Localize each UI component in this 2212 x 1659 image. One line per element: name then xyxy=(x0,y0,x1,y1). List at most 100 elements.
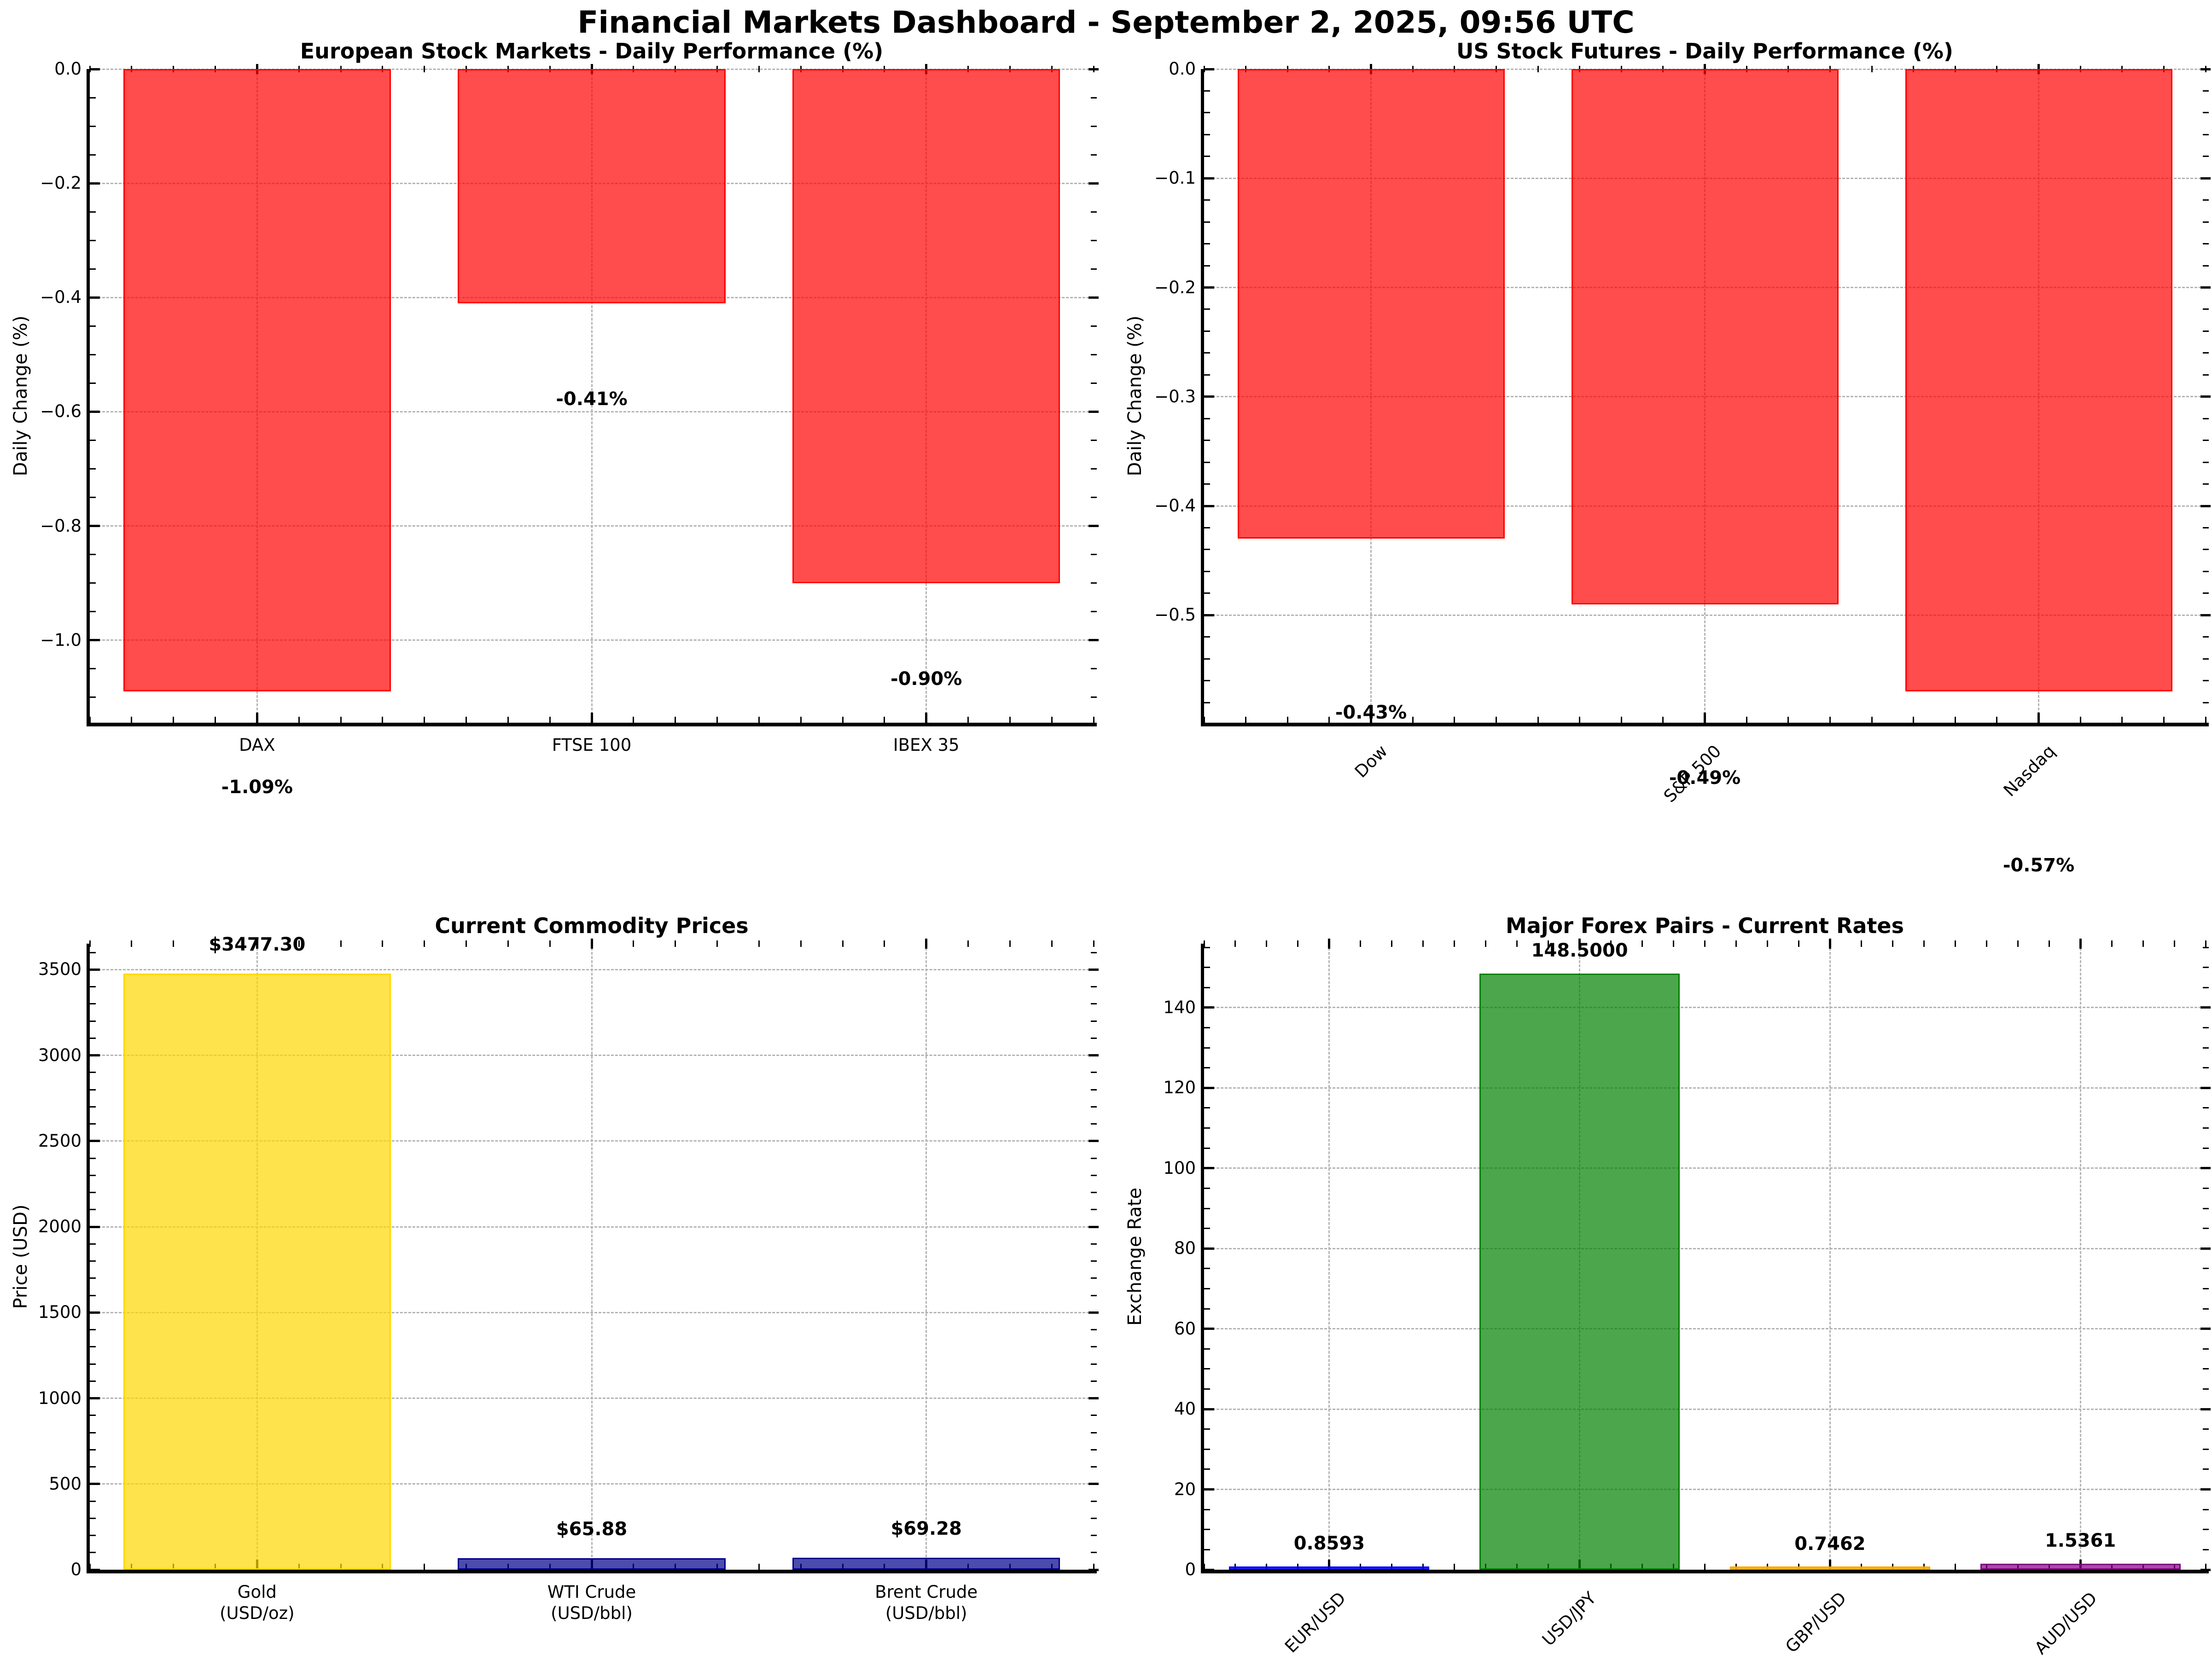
x-minor-tick-bottom xyxy=(131,717,133,723)
left-spine xyxy=(87,69,90,726)
x-major-tick-bottom xyxy=(925,713,928,723)
y-minor-tick-left xyxy=(1204,396,1210,398)
y-minor-tick-left xyxy=(90,1192,96,1194)
y-tick-label: 2500 xyxy=(38,1131,81,1151)
x-minor-tick-bottom xyxy=(1245,717,1247,723)
y-minor-tick-right xyxy=(2203,1388,2209,1390)
y-minor-tick-right xyxy=(1091,1003,1097,1005)
x-minor-tick-top xyxy=(842,940,844,947)
x-minor-tick-top xyxy=(2017,940,2019,947)
y-minor-tick-left xyxy=(90,668,96,670)
x-minor-tick-bottom xyxy=(842,717,844,723)
y-minor-tick-left xyxy=(1204,90,1210,92)
y-minor-tick-left xyxy=(90,239,96,241)
x-minor-tick-bottom xyxy=(298,717,300,723)
y-tick-label: 0.0 xyxy=(1169,59,1196,79)
y-minor-tick-right xyxy=(2203,1448,2209,1450)
y-minor-tick-left xyxy=(90,1311,96,1313)
x-tick-label: Dow xyxy=(1350,741,1391,782)
x-minor-tick-top xyxy=(215,940,216,947)
y-minor-tick-right xyxy=(1091,497,1097,499)
bar xyxy=(792,1558,1060,1570)
gridline-vertical xyxy=(591,69,593,723)
y-minor-tick-right xyxy=(1091,239,1097,241)
x-minor-tick-bottom xyxy=(1954,717,1956,723)
bar-value-label: -0.49% xyxy=(1669,767,1741,789)
y-minor-tick-right xyxy=(1091,411,1097,412)
bar-value-label: 1.5361 xyxy=(2044,1530,2116,1551)
y-minor-tick-right xyxy=(2203,549,2209,551)
x-minor-tick-bottom xyxy=(633,717,634,723)
y-minor-tick-right xyxy=(2203,967,2209,969)
y-minor-tick-right xyxy=(2203,1228,2209,1230)
x-tick-label: FTSE 100 xyxy=(552,735,632,755)
y-minor-tick-left xyxy=(1204,1328,1210,1330)
y-minor-tick-right xyxy=(1091,1449,1097,1450)
y-minor-tick-left xyxy=(1204,658,1210,660)
x-minor-tick-top xyxy=(549,940,551,947)
x-minor-tick-top xyxy=(1266,940,1268,947)
x-minor-tick-top xyxy=(1892,940,1893,947)
y-minor-tick-left xyxy=(90,1123,96,1125)
x-tick-label: EUR/USD xyxy=(1281,1588,1350,1657)
gridline-horizontal xyxy=(1204,1087,2206,1089)
y-minor-tick-left xyxy=(90,1415,96,1416)
y-minor-tick-left xyxy=(1204,702,1210,703)
y-minor-tick-right xyxy=(2203,1107,2209,1109)
y-minor-tick-right xyxy=(1091,1243,1097,1245)
y-minor-tick-right xyxy=(1091,1535,1097,1536)
y-minor-tick-right xyxy=(2203,505,2209,507)
x-minor-tick-bottom xyxy=(1412,717,1414,723)
y-minor-tick-left xyxy=(90,1329,96,1331)
x-major-tick-top xyxy=(1328,939,1331,949)
y-minor-tick-right xyxy=(1091,1432,1097,1433)
gridline-horizontal xyxy=(1204,1007,2206,1009)
y-minor-tick-right xyxy=(2203,1529,2209,1531)
y-minor-tick-left xyxy=(90,1552,96,1554)
bar-value-label: 148.5000 xyxy=(1531,940,1628,961)
y-minor-tick-left xyxy=(1204,156,1210,157)
bar-value-label: $69.28 xyxy=(891,1518,962,1540)
y-minor-tick-left xyxy=(90,1380,96,1382)
y-minor-tick-left xyxy=(90,125,96,127)
y-minor-tick-left xyxy=(90,1432,96,1433)
y-tick-label: 0 xyxy=(1185,1560,1196,1579)
y-minor-tick-right xyxy=(2203,483,2209,485)
y-minor-tick-left xyxy=(1204,133,1210,135)
y-minor-tick-left xyxy=(90,354,96,355)
y-tick-label: −0.5 xyxy=(1154,605,1196,625)
x-minor-tick-top xyxy=(466,940,467,947)
x-minor-tick-top xyxy=(1860,940,1862,947)
y-minor-tick-left xyxy=(1204,483,1210,485)
y-minor-tick-left xyxy=(1204,440,1210,441)
y-axis-label: Daily Change (%) xyxy=(10,315,31,476)
x-minor-tick-top xyxy=(1610,940,1612,947)
y-minor-tick-left xyxy=(90,951,96,953)
y-minor-tick-right xyxy=(2203,1268,2209,1270)
y-minor-tick-left xyxy=(90,68,96,70)
x-minor-tick-top xyxy=(1985,940,1987,947)
y-minor-tick-right xyxy=(1091,611,1097,613)
y-minor-tick-left xyxy=(1204,68,1210,70)
y-minor-tick-right xyxy=(1091,1209,1097,1211)
x-minor-tick-top xyxy=(1923,940,1925,947)
x-minor-tick-bottom xyxy=(675,717,676,723)
y-minor-tick-left xyxy=(90,969,96,970)
y-minor-tick-left xyxy=(90,1346,96,1348)
gridline-vertical xyxy=(591,944,593,1570)
bar xyxy=(1980,1563,2181,1570)
x-major-tick-bottom xyxy=(590,713,593,723)
x-minor-tick-top xyxy=(1516,940,1518,947)
y-minor-tick-left xyxy=(90,1226,96,1228)
y-minor-tick-left xyxy=(1204,1247,1210,1249)
y-minor-tick-right xyxy=(2203,177,2209,179)
x-minor-tick-top xyxy=(89,66,91,72)
y-minor-tick-right xyxy=(2203,1187,2209,1189)
x-minor-tick-top xyxy=(1009,940,1011,947)
y-tick-label: −0.8 xyxy=(40,516,81,536)
x-minor-tick-top xyxy=(967,940,969,947)
y-minor-tick-left xyxy=(90,497,96,499)
y-minor-tick-left xyxy=(1204,1468,1210,1470)
y-tick-label: 3000 xyxy=(38,1045,81,1065)
x-minor-tick-top xyxy=(675,940,676,947)
